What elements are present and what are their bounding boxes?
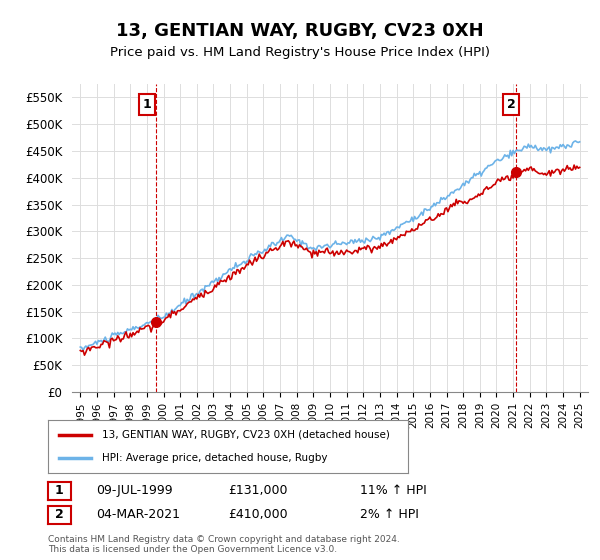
Text: 04-MAR-2021: 04-MAR-2021 [96, 508, 180, 521]
Text: HPI: Average price, detached house, Rugby: HPI: Average price, detached house, Rugb… [102, 453, 328, 463]
Text: 11% ↑ HPI: 11% ↑ HPI [360, 484, 427, 497]
Text: 1: 1 [143, 98, 152, 111]
Text: Price paid vs. HM Land Registry's House Price Index (HPI): Price paid vs. HM Land Registry's House … [110, 46, 490, 59]
Text: £410,000: £410,000 [228, 508, 287, 521]
Text: 2% ↑ HPI: 2% ↑ HPI [360, 508, 419, 521]
Text: 09-JUL-1999: 09-JUL-1999 [96, 484, 173, 497]
Text: 2: 2 [506, 98, 515, 111]
Text: £131,000: £131,000 [228, 484, 287, 497]
Text: Contains HM Land Registry data © Crown copyright and database right 2024.
This d: Contains HM Land Registry data © Crown c… [48, 535, 400, 554]
Text: 13, GENTIAN WAY, RUGBY, CV23 0XH (detached house): 13, GENTIAN WAY, RUGBY, CV23 0XH (detach… [102, 430, 390, 440]
Text: 2: 2 [55, 508, 64, 521]
Text: 13, GENTIAN WAY, RUGBY, CV23 0XH: 13, GENTIAN WAY, RUGBY, CV23 0XH [116, 22, 484, 40]
Text: 1: 1 [55, 484, 64, 497]
